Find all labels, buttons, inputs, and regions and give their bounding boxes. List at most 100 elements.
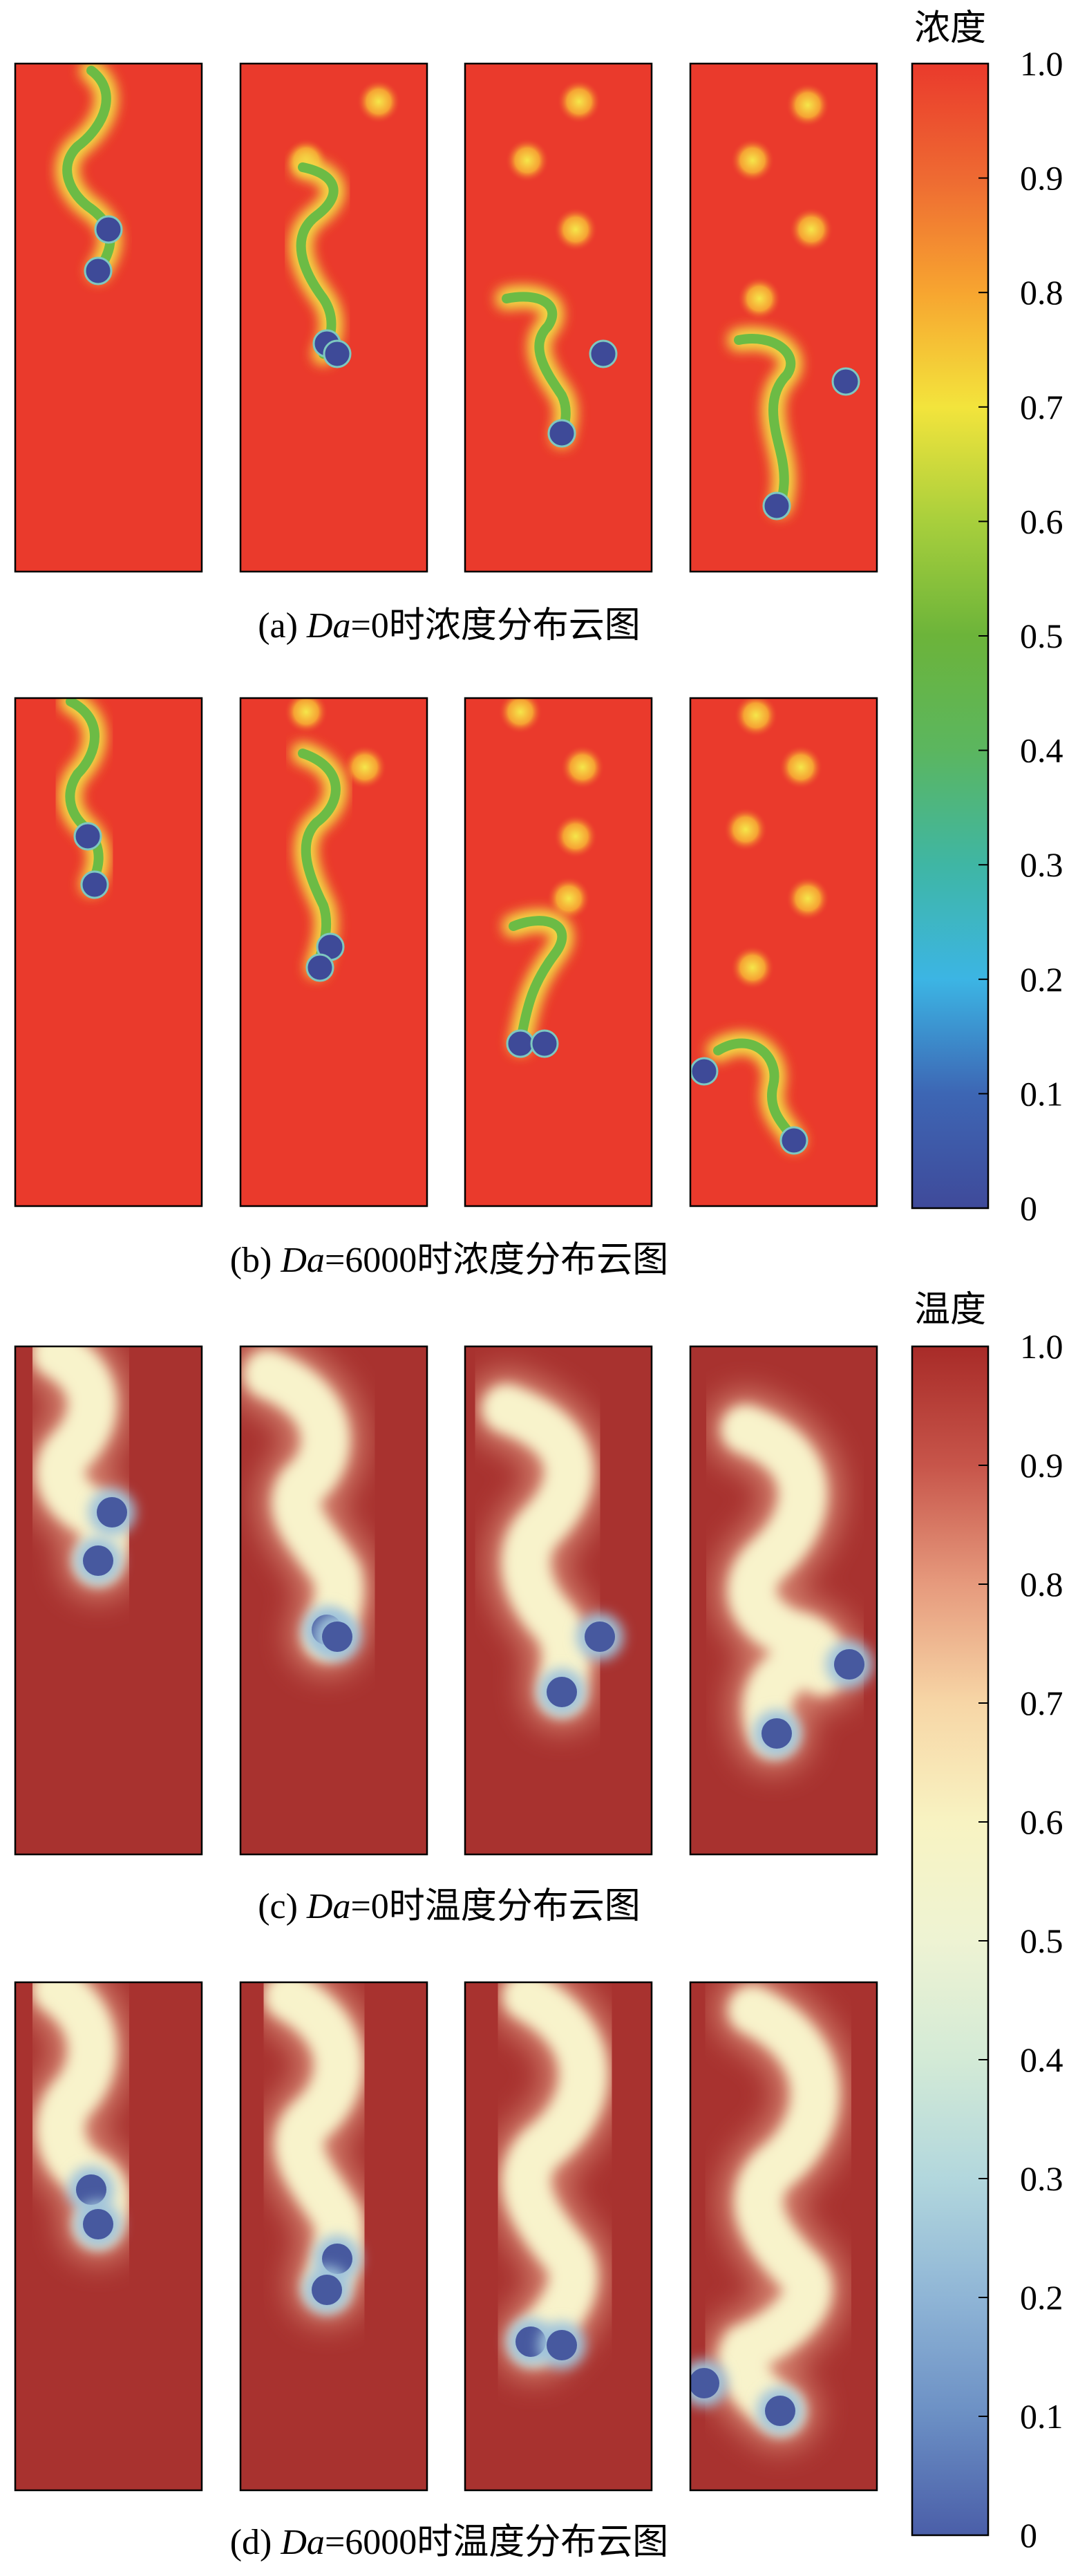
- colorbar-ramp: [911, 1345, 990, 2537]
- plume-core: [713, 1038, 799, 1145]
- plume-core: [502, 1982, 608, 2366]
- colorbar-ramp: [911, 62, 990, 1210]
- colorbar-tick-label: 1.0: [1020, 1327, 1063, 1366]
- particle: [97, 1497, 127, 1527]
- colorbar-tick-label: 0.8: [1020, 273, 1063, 312]
- panel-frame: [14, 697, 203, 1207]
- colorbar-tick-label: 0.7: [1020, 1684, 1063, 1722]
- panel-frame: [239, 62, 428, 573]
- wake-vortex: [730, 138, 775, 182]
- colorbar-title: 浓度: [914, 8, 986, 49]
- row-caption: (d) Da=6000时温度分布云图: [230, 2523, 669, 2562]
- colorbar-tick-label: 0.8: [1020, 1565, 1063, 1604]
- plume-core: [244, 1350, 363, 1661]
- colorbar-tick-label: 0: [1020, 1189, 1037, 1228]
- row-caption: (c) Da=0时温度分布云图: [258, 1887, 641, 1926]
- wake-vortex: [505, 138, 549, 182]
- colorbar-tick-label: 0.6: [1020, 1803, 1063, 1841]
- particle: [506, 1029, 535, 1058]
- particle: [547, 419, 576, 448]
- particle: [765, 2396, 795, 2426]
- contour-panel: [14, 1981, 203, 2492]
- contour-panel: [689, 1981, 878, 2492]
- panel-frame: [689, 1345, 878, 1856]
- particle: [690, 1057, 719, 1086]
- particle: [690, 2368, 719, 2398]
- particle: [761, 1718, 792, 1749]
- panel-frame: [464, 697, 653, 1207]
- contour-panel: [464, 697, 653, 1207]
- caption-variable: Da: [280, 1241, 325, 1280]
- particle: [589, 339, 618, 368]
- wake-vortex: [779, 745, 823, 789]
- caption-prefix: (b): [230, 1241, 281, 1280]
- panel-frame: [689, 1981, 878, 2492]
- colorbar-tick-label: 0.4: [1020, 2040, 1063, 2079]
- contour-panel: [14, 697, 203, 1207]
- contour-panel: [239, 1345, 428, 1856]
- contour-panel: [464, 1981, 653, 2492]
- particle: [762, 491, 791, 520]
- particle: [305, 953, 334, 982]
- contour-panel: [239, 1981, 428, 2492]
- panel-frame: [464, 62, 653, 573]
- colorbar-tick-label: 0.5: [1020, 617, 1063, 655]
- colorbar-tick-label: 0.1: [1020, 1074, 1063, 1113]
- particle: [76, 2174, 106, 2205]
- contour-panel: [689, 1345, 878, 1856]
- contour-panel: [464, 1345, 653, 1856]
- wake-vortex: [734, 698, 778, 737]
- particle: [94, 215, 123, 244]
- particle: [80, 870, 109, 899]
- wake-vortex: [730, 946, 775, 990]
- contour-panel: [239, 697, 428, 1207]
- caption-prefix: (d): [230, 2523, 281, 2562]
- wake-vortex: [560, 745, 605, 789]
- caption-prefix: (c): [258, 1887, 307, 1926]
- panel-frame: [239, 1345, 428, 1856]
- panel-frame: [689, 62, 878, 573]
- plume-core: [509, 916, 567, 1049]
- plume-core: [502, 292, 571, 442]
- caption-suffix: =6000时温度分布云图: [325, 2523, 668, 2562]
- particle: [312, 2275, 342, 2305]
- caption-suffix: =6000时浓度分布云图: [325, 1241, 668, 1280]
- particle: [322, 2244, 352, 2274]
- colorbar-tick-label: 0.3: [1020, 2159, 1063, 2198]
- particle: [515, 2326, 546, 2357]
- caption-variable: Da: [306, 606, 351, 646]
- colorbar-tick-label: 0.3: [1020, 845, 1063, 884]
- particle: [547, 1677, 577, 1707]
- plume-core: [734, 334, 796, 511]
- wake-vortex: [557, 79, 601, 124]
- plume-core: [296, 162, 339, 359]
- colorbar-title: 温度: [914, 1289, 986, 1331]
- particle: [73, 822, 102, 851]
- colorbar-tick-label: 0.6: [1020, 502, 1063, 540]
- colorbar-tick-label: 0.9: [1020, 159, 1063, 198]
- caption-prefix: (a): [258, 606, 307, 646]
- colorbar-tick-label: 0.1: [1020, 2397, 1063, 2436]
- wake-vortex: [786, 876, 830, 921]
- caption-variable: Da: [306, 1887, 351, 1926]
- particle: [83, 1545, 113, 1576]
- colorbar-tick-label: 1.0: [1020, 44, 1063, 83]
- colorbar-tick-label: 0.5: [1020, 1921, 1063, 1960]
- colorbar-tick-label: 0: [1020, 2516, 1037, 2555]
- colorbar-tick-label: 0.2: [1020, 960, 1063, 999]
- row-c: (c) Da=0时温度分布云图: [14, 1345, 878, 1926]
- colorbar-tick-label: 0.7: [1020, 388, 1063, 426]
- row-b: (b) Da=6000时浓度分布云图: [14, 697, 878, 1280]
- wake-vortex: [357, 79, 401, 124]
- particle: [547, 2330, 577, 2360]
- colorbar-concentration: 浓度 1.0 0.9 0.8 0.7 0.6 0.5 0.4 0.3 0.2 0.1 0: [911, 8, 1063, 1228]
- particle: [530, 1029, 559, 1058]
- colorbar-temperature: 温度 1.0 0.9 0.8 0.7 0.6 0.5 0.4 0.3 0.2 0.1 0: [911, 1289, 1063, 2555]
- panel-frame: [14, 1981, 203, 2492]
- panel-frame: [464, 1981, 653, 2492]
- particle: [323, 339, 352, 368]
- particle: [831, 367, 860, 396]
- row-caption: (b) Da=6000时浓度分布云图: [230, 1241, 669, 1280]
- row-a: (a) Da=0时浓度分布云图: [14, 62, 878, 646]
- caption-variable: Da: [280, 2523, 325, 2562]
